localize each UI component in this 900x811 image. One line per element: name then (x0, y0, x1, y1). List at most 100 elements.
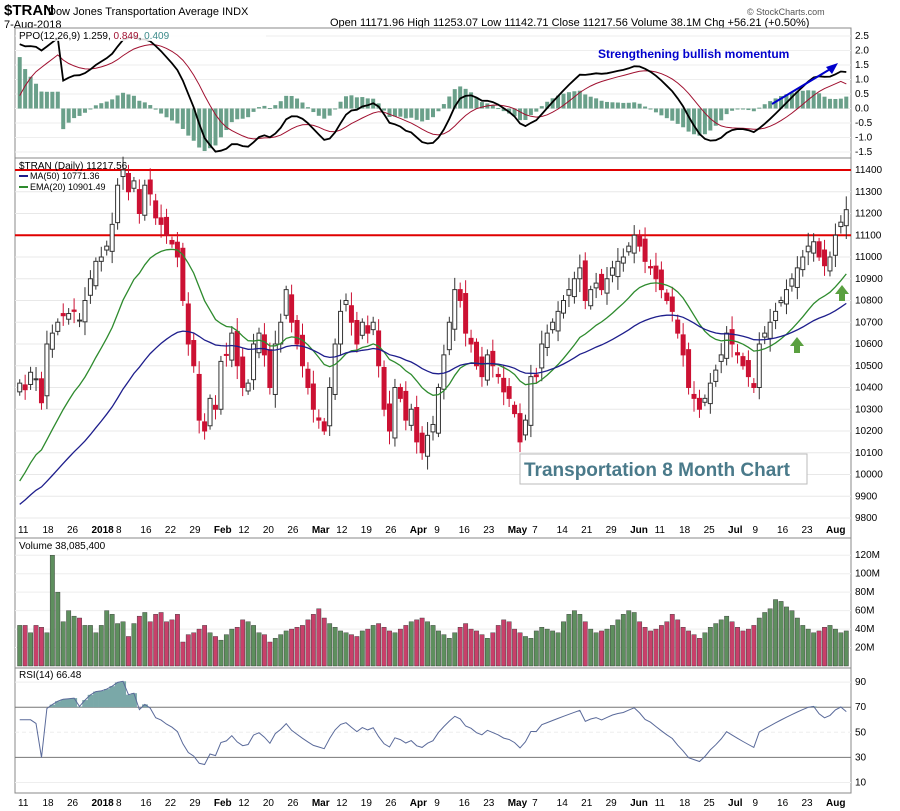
candle-body (153, 200, 159, 219)
candle-body (604, 278, 610, 294)
ppo-histogram-bar (702, 108, 707, 135)
ppo-histogram-bar (121, 92, 126, 109)
volume-bar (506, 621, 512, 667)
candle-body (158, 217, 164, 225)
ppo-histogram-bar (289, 95, 294, 109)
ppo-histogram-bar (501, 108, 506, 112)
ppo-histogram-bar (55, 91, 60, 109)
candle-body (185, 303, 191, 345)
volume-bar (381, 627, 387, 667)
volume-bar (77, 617, 82, 667)
x-axis-label: 14 (557, 798, 569, 809)
ppo-histogram-bar (284, 95, 289, 109)
candle-body (555, 310, 561, 332)
ppo-histogram-bar (50, 91, 55, 109)
volume-bar (484, 638, 490, 667)
ppo-histogram-bar (251, 108, 256, 112)
volume-bar (33, 625, 39, 667)
candle-body (767, 321, 773, 339)
volume-bar (44, 632, 50, 667)
ppo-histogram-bar (311, 108, 316, 113)
ppo-histogram-bar (833, 98, 838, 109)
candle-body (28, 371, 34, 385)
volume-bar (767, 608, 773, 667)
ppo-histogram-bar (175, 108, 180, 124)
candle-body (702, 397, 708, 403)
ppo-histogram-bar (88, 108, 93, 110)
volume-bar (827, 625, 833, 667)
ppo-histogram-bar (452, 89, 457, 109)
ppo-histogram-bar (490, 105, 495, 109)
volume-tick-label: 20M (855, 643, 874, 654)
volume-bar (425, 621, 430, 667)
volume-bar (474, 630, 479, 667)
volume-bar (816, 630, 822, 667)
volume-bar (278, 634, 284, 667)
candle-body (533, 374, 539, 378)
volume-bar (588, 628, 594, 667)
candle-body (490, 350, 496, 367)
x-axis-label: 2018 (91, 798, 114, 809)
candle-body (310, 383, 316, 410)
candle-body (33, 378, 39, 381)
volume-bar (60, 621, 66, 667)
ppo-histogram-bar (235, 108, 240, 120)
volume-bar (457, 627, 463, 667)
candle-body (512, 404, 518, 415)
ppo-histogram-bar (153, 108, 158, 110)
ppo-histogram-bar (403, 108, 408, 119)
candle-body (501, 377, 507, 393)
price-tick-label: 10500 (855, 361, 883, 372)
candle-body (348, 305, 354, 323)
x-axis-label: 22 (165, 798, 177, 809)
candle-body (392, 387, 398, 439)
volume-bar (501, 619, 507, 667)
ppo-histogram-bar (256, 107, 261, 109)
candle-body (783, 289, 789, 305)
ppo-histogram-bar (784, 94, 789, 109)
ppo-histogram-bar (159, 108, 164, 114)
volume-label: Volume 38,085,400 (19, 541, 106, 552)
candle-body (680, 334, 686, 356)
candle-body (125, 172, 131, 193)
ppo-tick-label: -1.0 (855, 133, 873, 144)
ppo-tick-label: -0.5 (855, 118, 873, 129)
volume-bar (49, 555, 55, 667)
ppo-histogram-bar (208, 108, 213, 149)
x-axis-label: 7 (532, 525, 538, 536)
ppo-histogram-bar (512, 108, 517, 117)
candle-body (843, 209, 849, 227)
rsi-tick-label: 10 (855, 777, 867, 788)
ppo-histogram-bar (382, 108, 387, 111)
volume-bar (240, 619, 246, 667)
ppo-histogram-bar (34, 83, 39, 109)
x-axis-label: Mar (312, 798, 330, 809)
ppo-histogram-bar (77, 108, 82, 116)
ppo-histogram-bar (44, 91, 49, 109)
volume-bar (17, 625, 23, 667)
x-axis-label: 14 (557, 525, 569, 536)
candle-body (272, 343, 278, 395)
candle-body (354, 320, 360, 345)
ppo-histogram-bar (463, 88, 468, 109)
candle-body (202, 421, 208, 432)
ppo-histogram-bar (556, 95, 561, 109)
price-tick-label: 9900 (855, 491, 878, 502)
candle-body (577, 267, 583, 280)
ppo-histogram-bar (229, 108, 234, 123)
volume-bar (843, 630, 849, 667)
volume-bar (343, 632, 349, 667)
rsi-line (19, 680, 847, 766)
x-axis-label: 26 (385, 525, 397, 536)
candle-body (832, 234, 838, 256)
candle-body (299, 334, 305, 367)
rsi-overbought-fill (98, 690, 105, 708)
candle-body (381, 366, 387, 410)
candle-body (430, 423, 436, 433)
x-axis-label: May (508, 798, 528, 809)
ppo-histogram-bar (659, 108, 664, 116)
x-axis-label: 18 (42, 525, 54, 536)
ppo-histogram-bar (333, 108, 338, 110)
ppo-histogram-bar (398, 108, 403, 117)
